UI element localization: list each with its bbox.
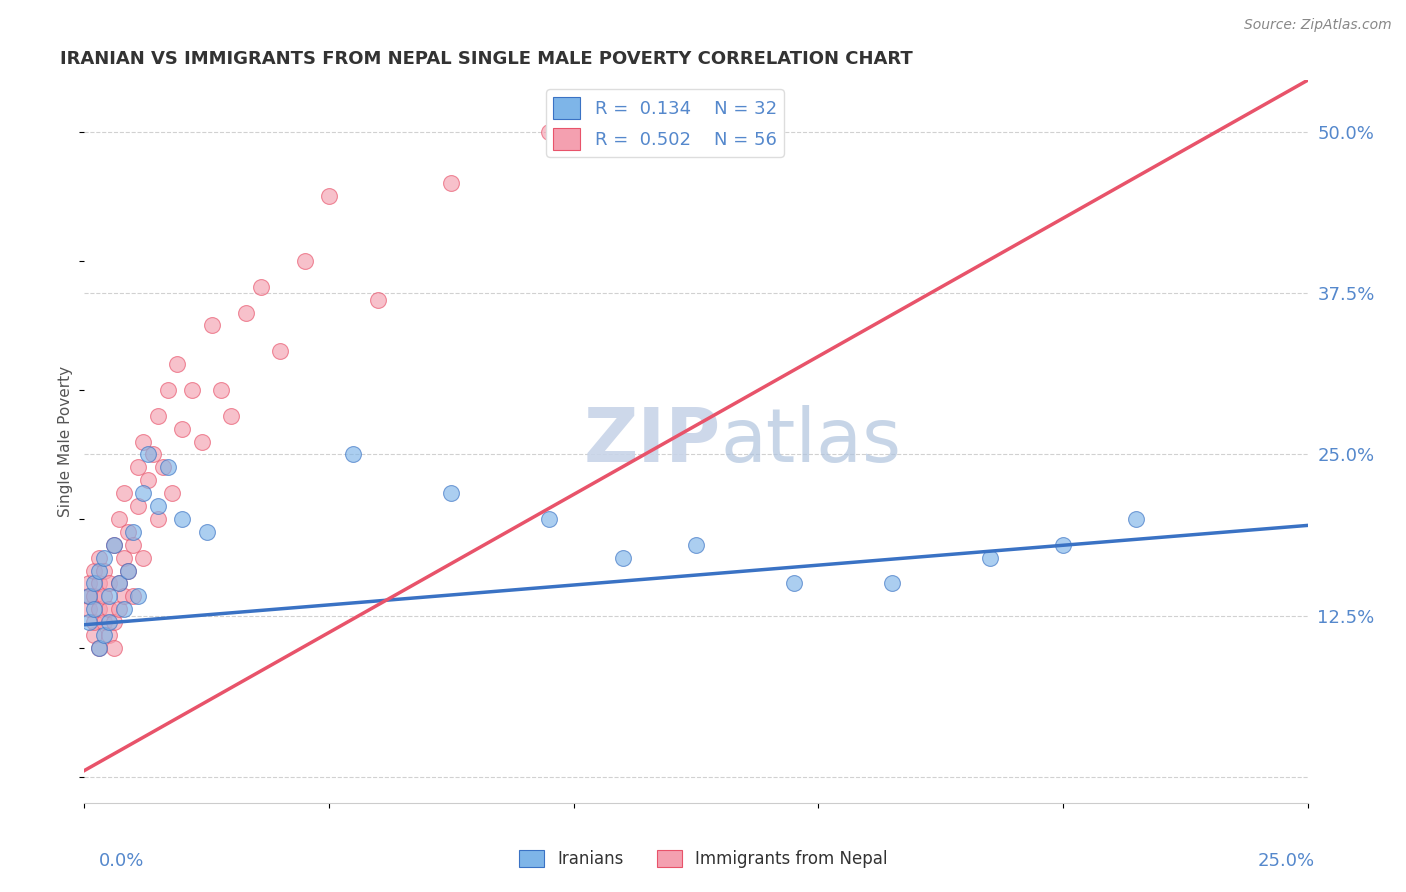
Point [132,550,155,565]
Point [1052,538,1074,552]
Point [127,499,149,513]
Text: 0.0%: 0.0% [98,852,143,870]
Point [146,499,169,513]
Point [538,125,561,139]
Point [172,422,194,436]
Text: atlas: atlas [720,405,901,478]
Legend: R =  0.134    N = 32, R =  0.502    N = 56: R = 0.134 N = 32, R = 0.502 N = 56 [546,89,785,157]
Point [112,590,135,604]
Point [83,564,105,578]
Point [156,460,179,475]
Point [200,318,222,333]
Point [146,409,169,423]
Point [142,447,165,461]
Point [93,628,115,642]
Point [440,177,463,191]
Point [367,293,389,307]
Point [97,628,120,642]
Point [83,628,105,642]
Point [235,305,257,319]
Point [783,576,806,591]
Point [93,615,115,630]
Point [83,615,105,630]
Point [1125,512,1147,526]
Point [77,576,100,591]
Point [97,602,120,616]
Point [107,602,129,616]
Point [146,512,169,526]
Point [132,434,155,449]
Point [103,640,125,655]
Point [156,383,179,397]
Point [87,640,110,655]
Point [132,486,155,500]
Point [87,564,110,578]
Point [122,538,145,552]
Point [77,590,100,604]
Point [107,512,129,526]
Point [440,486,463,500]
Point [77,602,100,616]
Point [103,538,125,552]
Text: ZIP: ZIP [583,405,720,478]
Point [249,279,271,293]
Point [166,357,188,371]
Point [112,550,135,565]
Point [97,590,120,604]
Point [685,538,707,552]
Point [87,550,110,565]
Point [77,615,100,630]
Point [122,590,145,604]
Point [112,602,135,616]
Point [162,486,184,500]
Point [103,615,125,630]
Point [107,576,129,591]
Point [209,383,232,397]
Point [172,512,194,526]
Point [103,538,125,552]
Point [127,590,149,604]
Point [83,602,105,616]
Point [191,434,214,449]
Point [107,576,129,591]
Point [87,602,110,616]
Point [83,576,105,591]
Point [195,524,218,539]
Point [152,460,174,475]
Point [97,576,120,591]
Point [318,189,340,203]
Point [342,447,364,461]
Point [136,473,159,487]
Point [136,447,159,461]
Legend: Iranians, Immigrants from Nepal: Iranians, Immigrants from Nepal [512,843,894,875]
Text: Source: ZipAtlas.com: Source: ZipAtlas.com [1244,18,1392,32]
Point [112,486,135,500]
Point [93,590,115,604]
Point [97,615,120,630]
Point [181,383,204,397]
Point [979,550,1001,565]
Point [127,460,149,475]
Point [122,524,145,539]
Y-axis label: Single Male Poverty: Single Male Poverty [58,366,73,517]
Point [87,640,110,655]
Point [83,590,105,604]
Point [117,564,139,578]
Point [294,254,316,268]
Point [269,344,291,359]
Point [880,576,903,591]
Point [93,550,115,565]
Point [117,564,139,578]
Point [612,550,634,565]
Point [538,512,561,526]
Point [87,576,110,591]
Point [117,524,139,539]
Point [219,409,242,423]
Text: IRANIAN VS IMMIGRANTS FROM NEPAL SINGLE MALE POVERTY CORRELATION CHART: IRANIAN VS IMMIGRANTS FROM NEPAL SINGLE … [60,50,912,68]
Text: 25.0%: 25.0% [1257,852,1315,870]
Point [77,590,100,604]
Point [93,564,115,578]
